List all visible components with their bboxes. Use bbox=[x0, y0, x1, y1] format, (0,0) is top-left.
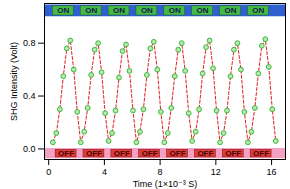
svg-text:ON: ON bbox=[113, 6, 125, 15]
svg-text:0.4: 0.4 bbox=[23, 91, 36, 101]
svg-text:OFF: OFF bbox=[142, 149, 158, 158]
svg-text:ON: ON bbox=[197, 6, 209, 15]
svg-text:0: 0 bbox=[46, 167, 51, 177]
svg-text:ON: ON bbox=[224, 6, 236, 15]
svg-text:12: 12 bbox=[211, 167, 221, 177]
svg-text:OFF: OFF bbox=[253, 149, 269, 158]
svg-text:ON: ON bbox=[85, 6, 97, 15]
svg-text:OFF: OFF bbox=[58, 149, 74, 158]
svg-text:ON: ON bbox=[57, 6, 69, 15]
svg-text:SHG Intensity (Volt): SHG Intensity (Volt) bbox=[9, 42, 19, 121]
svg-text:8: 8 bbox=[158, 167, 163, 177]
svg-text:ON: ON bbox=[169, 6, 181, 15]
svg-text:0.0: 0.0 bbox=[23, 144, 36, 154]
svg-text:Time (1×10⁻³ S): Time (1×10⁻³ S) bbox=[133, 179, 198, 189]
svg-text:OFF: OFF bbox=[170, 149, 186, 158]
svg-text:0.8: 0.8 bbox=[23, 38, 36, 48]
svg-text:ON: ON bbox=[141, 6, 153, 15]
svg-text:ON: ON bbox=[252, 6, 264, 15]
svg-text:4: 4 bbox=[102, 167, 107, 177]
svg-text:OFF: OFF bbox=[225, 149, 241, 158]
svg-text:OFF: OFF bbox=[197, 149, 213, 158]
svg-text:16: 16 bbox=[267, 167, 277, 177]
svg-text:OFF: OFF bbox=[114, 149, 130, 158]
svg-text:OFF: OFF bbox=[86, 149, 102, 158]
